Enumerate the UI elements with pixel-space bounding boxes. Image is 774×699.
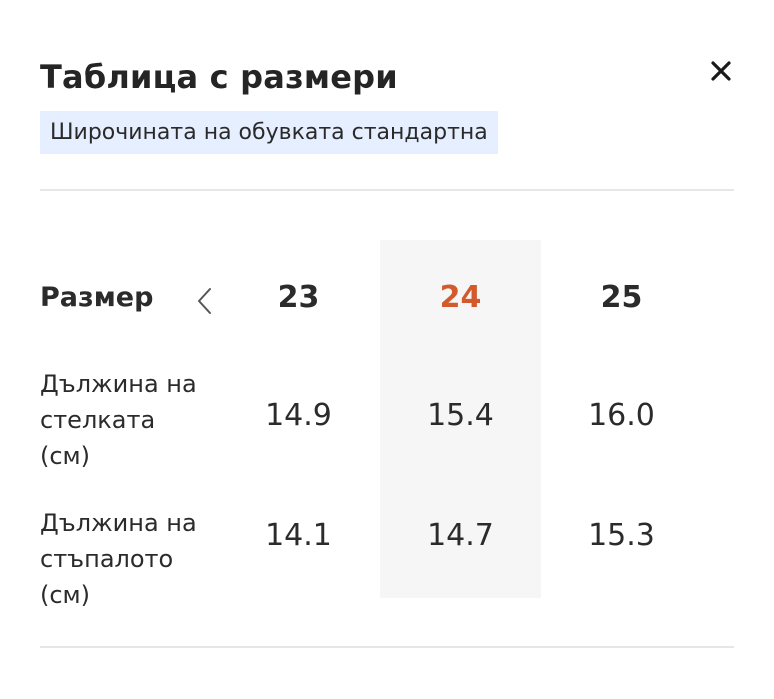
size-header-label: Размер xyxy=(40,282,154,313)
prev-sizes-button[interactable] xyxy=(188,284,222,318)
foot-length-value: 14.7 xyxy=(427,518,494,553)
insole-length-value: 16.0 xyxy=(588,398,655,433)
size-option-selected[interactable]: 24 xyxy=(439,280,482,315)
modal-title: Таблица с размери xyxy=(40,58,398,96)
divider-top xyxy=(40,189,734,191)
divider-bottom xyxy=(40,646,734,648)
size-table: Размер 23 24 25 Дължина на стелката (см)… xyxy=(0,240,774,609)
foot-length-label: Дължина на стъпалото (см) xyxy=(40,509,197,609)
selected-size-column xyxy=(380,240,541,598)
insole-length-label: Дължина на стелката (см) xyxy=(40,370,197,470)
size-option[interactable]: 23 xyxy=(277,280,320,315)
insole-length-value: 14.9 xyxy=(265,398,332,433)
chevron-left-icon xyxy=(198,288,211,314)
insole-length-value: 15.4 xyxy=(427,398,494,433)
foot-length-value: 14.1 xyxy=(265,518,332,553)
size-option[interactable]: 25 xyxy=(600,280,643,315)
close-button[interactable] xyxy=(704,54,738,88)
foot-length-value: 15.3 xyxy=(588,518,655,553)
close-icon xyxy=(711,61,731,81)
width-badge: Широчината на обувката стандартна xyxy=(40,111,498,154)
